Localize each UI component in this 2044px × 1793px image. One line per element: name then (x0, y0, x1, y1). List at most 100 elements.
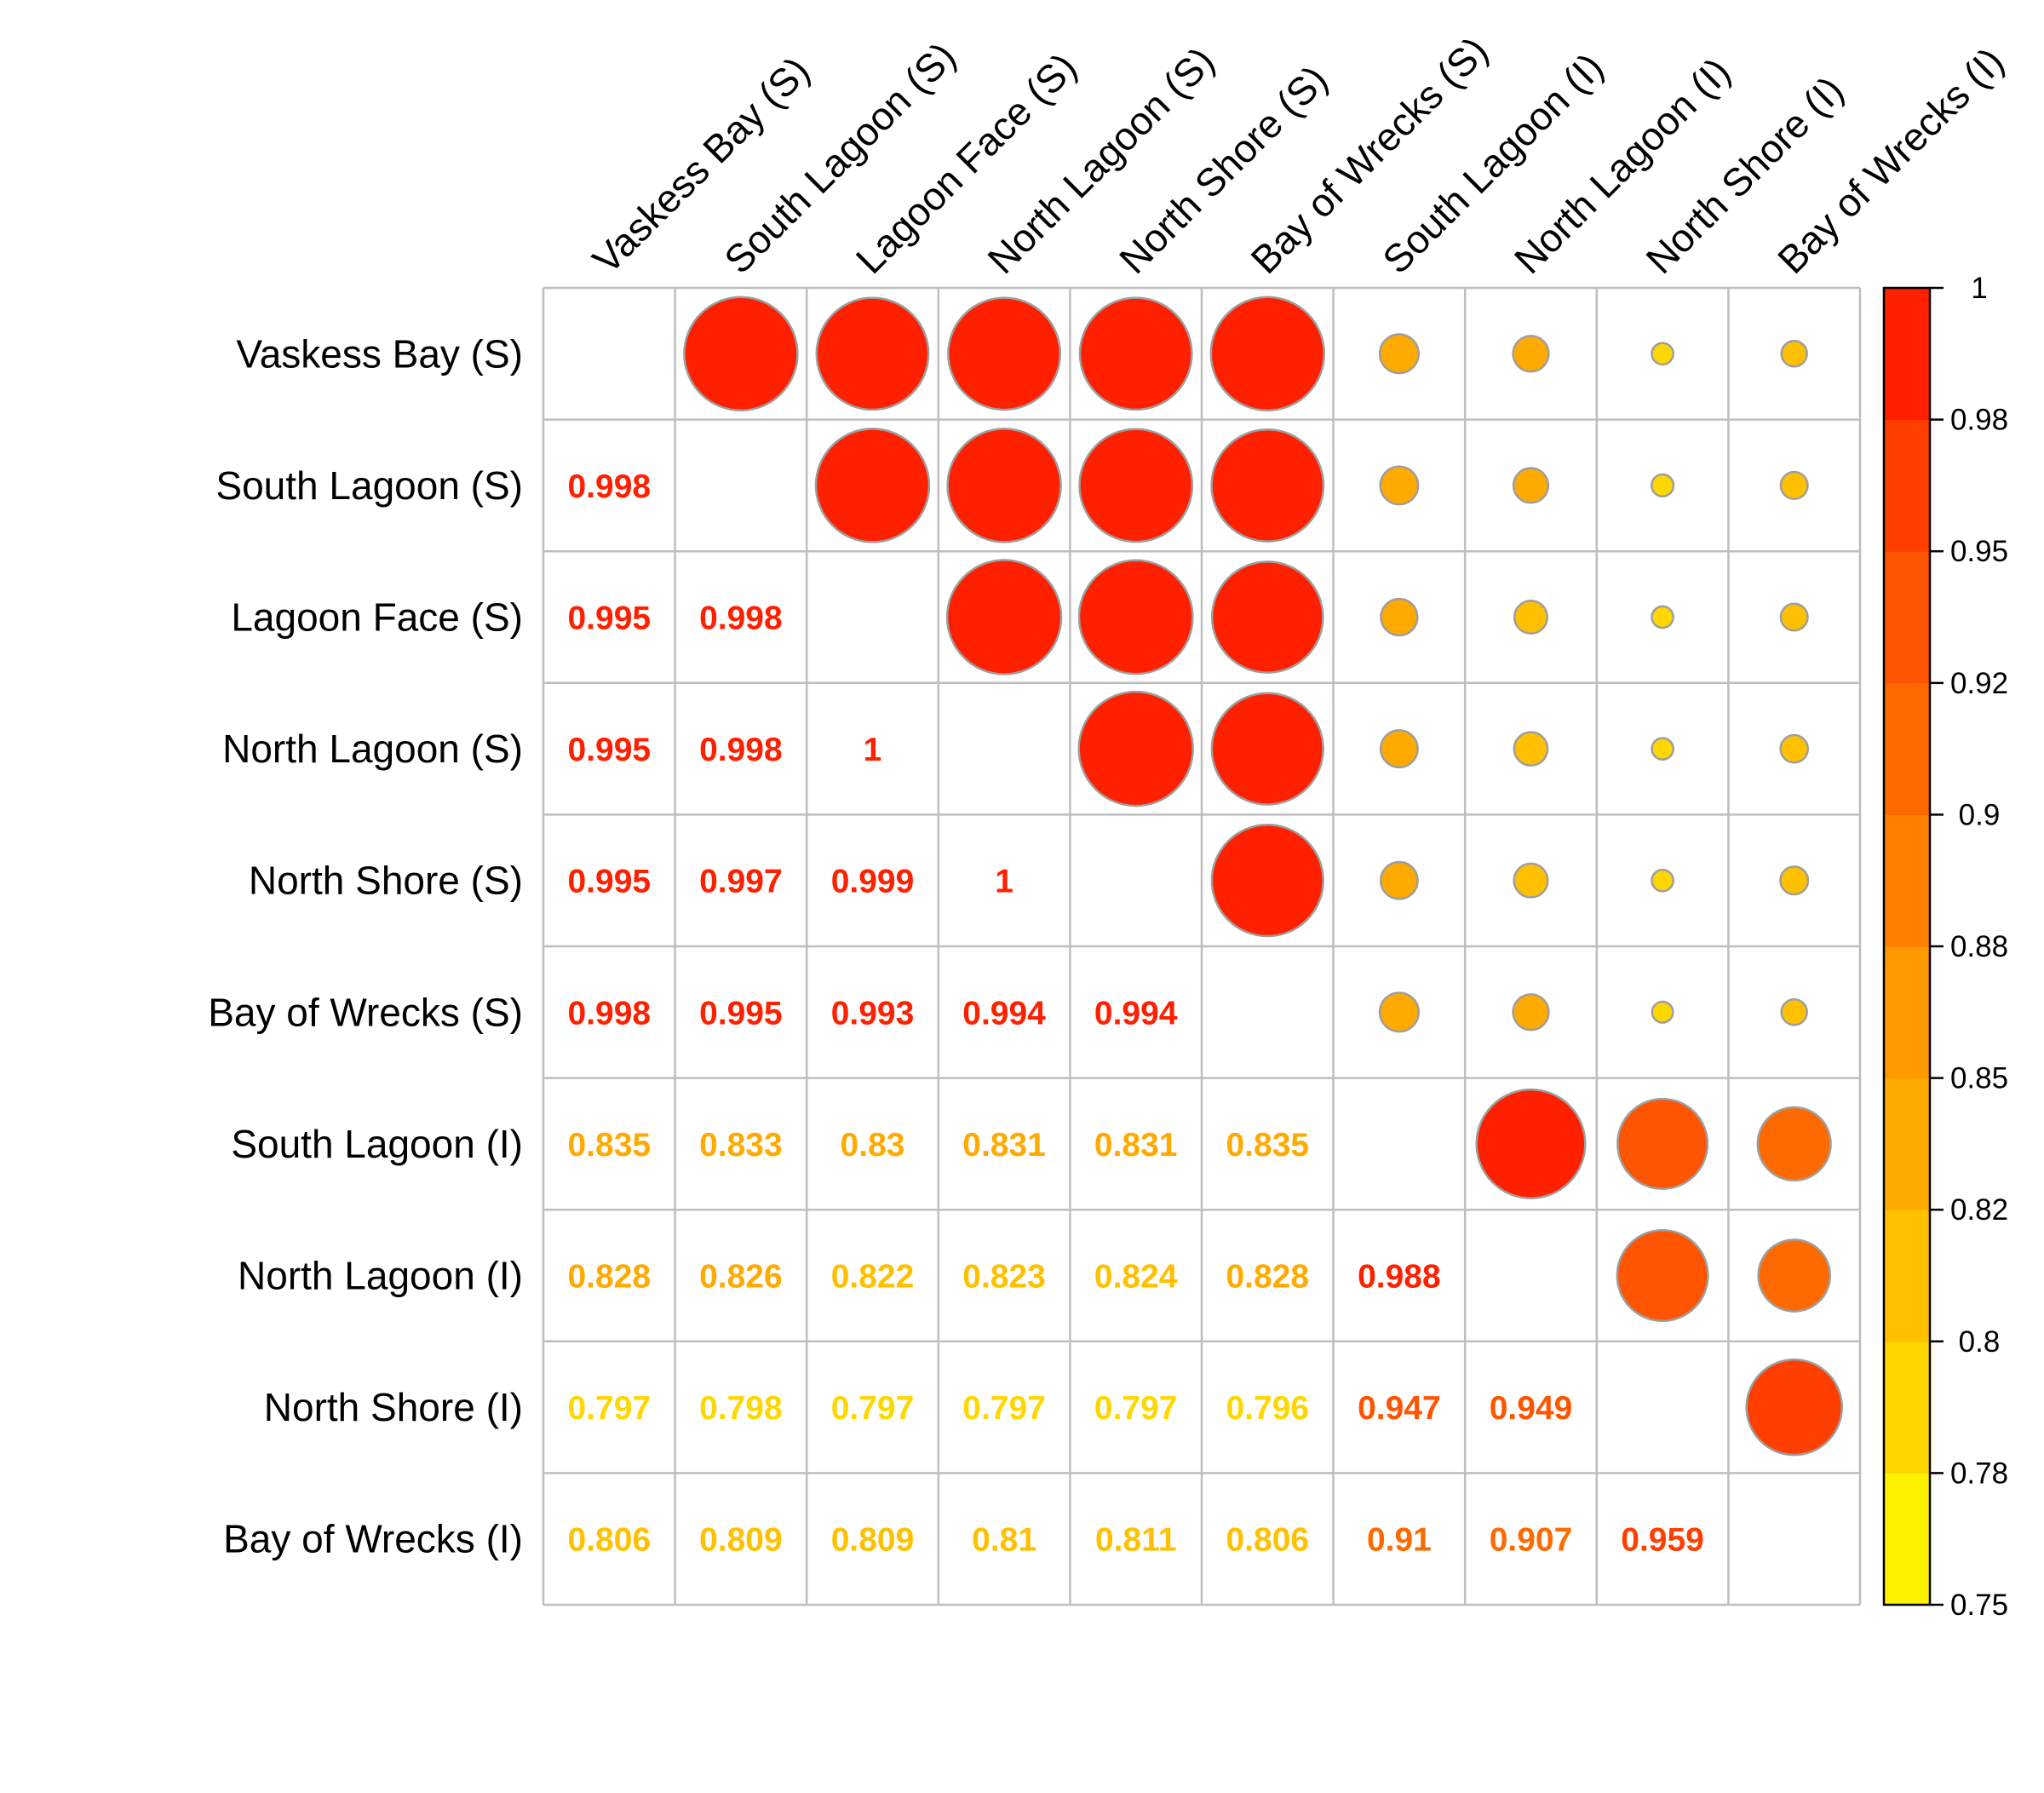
corr-circle-north-lagoon-s-x-north-shore-s (1077, 690, 1194, 807)
legend-tick-label: 0.92 (1950, 667, 2008, 700)
corr-value-north-lagoon-s-x-lagoon-face-s: 1 (864, 732, 882, 768)
corr-value-south-lagoon-i-x-north-shore-s: 0.831 (1094, 1127, 1178, 1164)
corr-value-north-lagoon-i-x-north-shore-s: 0.824 (1094, 1259, 1178, 1296)
corr-value-south-lagoon-i-x-vaskess-bay-s: 0.835 (567, 1127, 651, 1164)
row-label-lagoon-face-s: Lagoon Face (S) (231, 595, 523, 640)
corr-value-lagoon-face-s-x-south-lagoon-s: 0.998 (699, 601, 783, 637)
color-legend: 1 0.98 0.95 0.92 0.9 0.88 0.85 0.82 0.8 0.78 0.75 (1882, 272, 2008, 1622)
corr-circle-vaskess-bay-s-x-north-shore-s (1078, 296, 1193, 411)
corr-value-north-shore-i-x-north-lagoon-i: 0.949 (1490, 1390, 1573, 1427)
corr-circle-north-lagoon-s-x-bay-of-wrecks-i (1779, 733, 1810, 764)
corr-value-bay-of-wrecks-s-x-north-shore-s: 0.994 (1094, 995, 1178, 1032)
corr-value-bay-of-wrecks-s-x-vaskess-bay-s: 0.998 (567, 995, 651, 1032)
corr-circle-vaskess-bay-s-x-bay-of-wrecks-s (1209, 296, 1326, 412)
corr-circle-south-lagoon-i-x-bay-of-wrecks-i (1756, 1106, 1832, 1182)
corr-circle-north-lagoon-s-x-south-lagoon-i (1379, 729, 1419, 769)
legend-segment (1884, 1341, 1930, 1474)
corr-circle-bay-of-wrecks-s-x-north-lagoon-i (1512, 993, 1550, 1032)
corr-value-north-shore-s-x-lagoon-face-s: 0.999 (831, 864, 915, 900)
row-label-bay-of-wrecks-i: Bay of Wrecks (I) (223, 1517, 523, 1561)
corr-value-bay-of-wrecks-i-x-north-lagoon-s: 0.81 (972, 1522, 1036, 1559)
row-label-bay-of-wrecks-s: Bay of Wrecks (S) (208, 990, 523, 1034)
row-label-south-lagoon-i: South Lagoon (I) (231, 1122, 523, 1166)
grid (542, 286, 1862, 1606)
corr-circle-north-shore-s-x-bay-of-wrecks-i (1779, 865, 1810, 896)
corr-circle-vaskess-bay-s-x-lagoon-face-s (815, 296, 930, 411)
corr-value-bay-of-wrecks-i-x-south-lagoon-s: 0.809 (699, 1522, 783, 1559)
corr-circle-lagoon-face-s-x-bay-of-wrecks-s (1210, 560, 1324, 674)
legend-segment (1884, 551, 1930, 684)
corr-circle-south-lagoon-s-x-north-shore-s (1078, 428, 1194, 543)
column-label-vaskess-bay-s: Vaskess Bay (S) (584, 48, 818, 282)
legend-segment (1884, 682, 1930, 815)
corr-value-bay-of-wrecks-i-x-north-lagoon-i: 0.907 (1490, 1522, 1573, 1559)
corr-circle-lagoon-face-s-x-south-lagoon-i (1380, 597, 1419, 637)
column-label-north-lagoon-s: North Lagoon (S) (979, 38, 1222, 282)
legend-tick-label: 0.78 (1950, 1457, 2008, 1490)
corr-circle-south-lagoon-s-x-south-lagoon-i (1379, 465, 1420, 506)
corr-value-south-lagoon-i-x-north-lagoon-s: 0.831 (962, 1127, 1046, 1164)
corr-value-north-lagoon-s-x-south-lagoon-s: 0.998 (699, 732, 783, 768)
corr-value-north-lagoon-i-x-north-lagoon-s: 0.823 (962, 1259, 1046, 1296)
corr-value-north-lagoon-i-x-bay-of-wrecks-s: 0.828 (1226, 1259, 1309, 1296)
column-label-south-lagoon-s: South Lagoon (S) (715, 33, 964, 282)
corr-value-north-lagoon-i-x-lagoon-face-s: 0.822 (831, 1259, 915, 1296)
legend-tick-label: 0.98 (1950, 404, 2008, 437)
corr-value-south-lagoon-i-x-south-lagoon-s: 0.833 (699, 1127, 783, 1164)
corr-value-bay-of-wrecks-i-x-north-shore-s: 0.811 (1095, 1522, 1176, 1559)
row-labels: Vaskess Bay (S) South Lagoon (S) Lagoon Fa… (208, 331, 523, 1560)
legend-tick-label: 0.9 (1959, 798, 2001, 831)
row-label-north-lagoon-i: North Lagoon (I) (238, 1254, 523, 1298)
corr-circle-north-shore-s-x-bay-of-wrecks-s (1210, 824, 1324, 938)
legend-tick-label: 0.95 (1950, 535, 2008, 568)
corr-circle-lagoon-face-s-x-north-lagoon-s (945, 559, 1063, 675)
corr-circle-north-lagoon-s-x-north-lagoon-i (1513, 731, 1549, 767)
corr-value-north-shore-i-x-north-shore-s: 0.797 (1094, 1390, 1178, 1427)
legend-segment (1884, 419, 1930, 552)
corr-circle-south-lagoon-s-x-north-lagoon-i (1512, 467, 1550, 504)
corr-circle-lagoon-face-s-x-bay-of-wrecks-i (1779, 602, 1809, 632)
corr-circle-north-lagoon-i-x-north-shore-i (1616, 1228, 1709, 1323)
legend-segment (1884, 288, 1930, 421)
corr-circle-vaskess-bay-s-x-south-lagoon-i (1378, 333, 1420, 375)
corr-circle-south-lagoon-s-x-north-shore-i (1650, 473, 1675, 498)
corr-circle-north-shore-i-x-bay-of-wrecks-i (1745, 1358, 1843, 1457)
corr-value-south-lagoon-i-x-bay-of-wrecks-s: 0.835 (1226, 1127, 1309, 1164)
corr-value-south-lagoon-s-x-vaskess-bay-s: 0.998 (567, 468, 651, 505)
cell-marks: 0.998 0.995 0.998 0.995 0.998 1 0.995 0.997 0.99… (567, 296, 1843, 1559)
corr-circle-vaskess-bay-s-x-north-shore-i (1651, 342, 1674, 366)
corr-value-north-shore-i-x-bay-of-wrecks-s: 0.796 (1226, 1390, 1309, 1427)
corr-circle-north-lagoon-s-x-north-shore-i (1651, 737, 1674, 761)
legend-tick-label: 0.8 (1959, 1325, 2001, 1359)
row-label-north-shore-s: North Shore (S) (249, 859, 523, 903)
row-label-north-shore-i: North Shore (I) (264, 1385, 523, 1429)
legend-segment (1884, 814, 1930, 947)
corr-circle-bay-of-wrecks-s-x-south-lagoon-i (1378, 991, 1420, 1033)
corr-value-south-lagoon-i-x-lagoon-face-s: 0.83 (841, 1127, 905, 1164)
legend-segment (1884, 1078, 1930, 1210)
corr-value-north-lagoon-i-x-vaskess-bay-s: 0.828 (567, 1259, 651, 1296)
corr-circle-north-shore-s-x-north-shore-i (1651, 868, 1674, 893)
corr-value-lagoon-face-s-x-vaskess-bay-s: 0.995 (567, 601, 651, 637)
corr-value-bay-of-wrecks-i-x-bay-of-wrecks-s: 0.806 (1226, 1522, 1309, 1559)
legend-segment (1884, 1210, 1930, 1342)
corr-value-north-shore-s-x-vaskess-bay-s: 0.995 (567, 864, 651, 900)
row-label-north-lagoon-s: North Lagoon (S) (222, 727, 523, 771)
corr-circle-bay-of-wrecks-s-x-bay-of-wrecks-i (1780, 998, 1808, 1026)
corr-circle-south-lagoon-i-x-north-shore-i (1616, 1097, 1709, 1190)
corr-circle-south-lagoon-s-x-lagoon-face-s (814, 428, 931, 543)
corr-value-north-shore-s-x-north-lagoon-s: 1 (995, 864, 1013, 900)
corr-circle-vaskess-bay-s-x-north-lagoon-i (1512, 335, 1550, 373)
row-label-vaskess-bay-s: Vaskess Bay (S) (236, 331, 523, 376)
corr-circle-south-lagoon-s-x-north-lagoon-s (946, 428, 1062, 543)
row-label-south-lagoon-s: South Lagoon (S) (215, 463, 523, 508)
corr-value-bay-of-wrecks-s-x-north-lagoon-s: 0.994 (962, 995, 1046, 1032)
corr-value-bay-of-wrecks-i-x-north-shore-i: 0.959 (1621, 1522, 1704, 1559)
legend-tick-label: 0.75 (1950, 1589, 2008, 1622)
corr-circle-north-shore-s-x-north-lagoon-i (1513, 862, 1549, 899)
corr-value-north-lagoon-s-x-vaskess-bay-s: 0.995 (567, 732, 651, 768)
column-labels: Vaskess Bay (S)South Lagoon (S)Lagoon Fa… (584, 28, 2012, 282)
corr-value-north-shore-i-x-lagoon-face-s: 0.797 (831, 1390, 915, 1427)
